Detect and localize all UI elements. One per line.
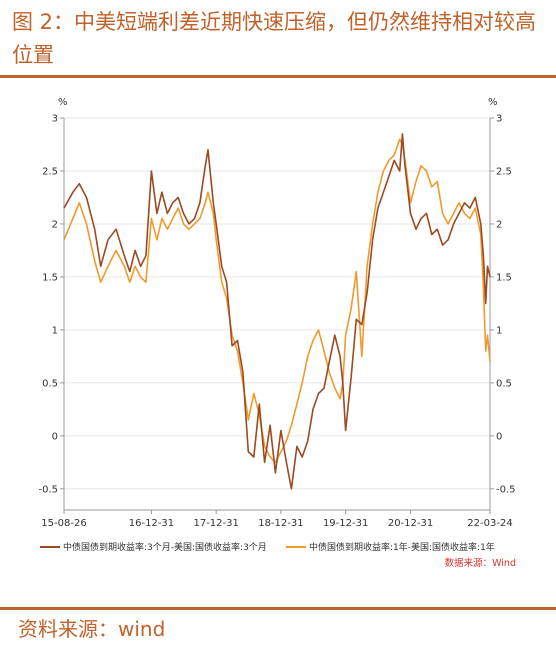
line-chart: % % -0.5 -0.5 0 0 0.5 0.5 1 1 1.5 1.5 2 2 2.5 2.5 3 3 1… xyxy=(38,97,516,569)
x-tick-label: 20-12-31 xyxy=(388,518,433,529)
series-line-2 xyxy=(63,138,491,464)
left-y-tick-label: 0.5 xyxy=(42,378,58,389)
title-rule xyxy=(0,75,556,78)
left-y-tick-label: 2 xyxy=(52,219,58,230)
figure-title: 图 2：中美短端利差近期快速压缩，但仍然维持相对较高位置 xyxy=(12,10,537,67)
source-caption: 资料来源：wind xyxy=(18,617,166,641)
x-tick-label: 19-12-31 xyxy=(323,518,368,529)
x-tick-label: 17-12-31 xyxy=(193,518,238,529)
left-y-tick-label: 2.5 xyxy=(42,166,58,177)
right-y-tick-label: 2 xyxy=(496,219,502,230)
legend: 中债国债到期收益率:3个月-美国:国债收益率:3个月 中债国债到期收益率:1年-… xyxy=(40,541,495,553)
left-y-tick-label: 1.5 xyxy=(42,272,58,283)
left-y-tick-label: -0.5 xyxy=(38,484,58,495)
right-y-tick-label: 1 xyxy=(496,325,502,336)
data-source-note: 数据来源：Wind xyxy=(445,557,516,569)
y-tick-labels: -0.5 -0.5 0 0 0.5 0.5 1 1 1.5 1.5 2 2 2.5 2.5 3 3 xyxy=(38,114,515,496)
right-y-unit: % xyxy=(488,97,498,108)
left-y-tick-label: 3 xyxy=(52,114,58,125)
left-y-tick-label: 0 xyxy=(52,431,58,442)
right-y-tick-label: 2.5 xyxy=(496,166,512,177)
right-y-tick-label: 0 xyxy=(496,431,502,442)
legend-label-series-2: 中债国债到期收益率:1年-美国:国债收益率:1年 xyxy=(309,541,495,553)
source-rule xyxy=(0,607,556,610)
right-y-tick-label: 1.5 xyxy=(496,272,512,283)
x-tick-label: 18-12-31 xyxy=(258,518,303,529)
right-y-tick-label: -0.5 xyxy=(496,484,516,495)
axes: % % xyxy=(58,97,498,511)
legend-label-series-1: 中债国债到期收益率:3个月-美国:国债收益率:3个月 xyxy=(63,541,267,553)
series-lines xyxy=(63,133,491,490)
left-y-tick-label: 1 xyxy=(52,325,58,336)
left-y-unit: % xyxy=(58,97,68,108)
right-y-tick-label: 3 xyxy=(496,114,502,125)
x-tick-label: 16-12-31 xyxy=(129,518,174,529)
x-tick-label: 15-08-26 xyxy=(41,518,86,529)
x-tick-labels: 15-08-26 16-12-31 17-12-31 18-12-31 19-12-31… xyxy=(41,518,512,529)
gridlines xyxy=(60,117,494,514)
right-y-tick-label: 0.5 xyxy=(496,378,512,389)
series-line-1 xyxy=(63,133,491,490)
x-tick-label: 22-03-24 xyxy=(467,518,512,529)
